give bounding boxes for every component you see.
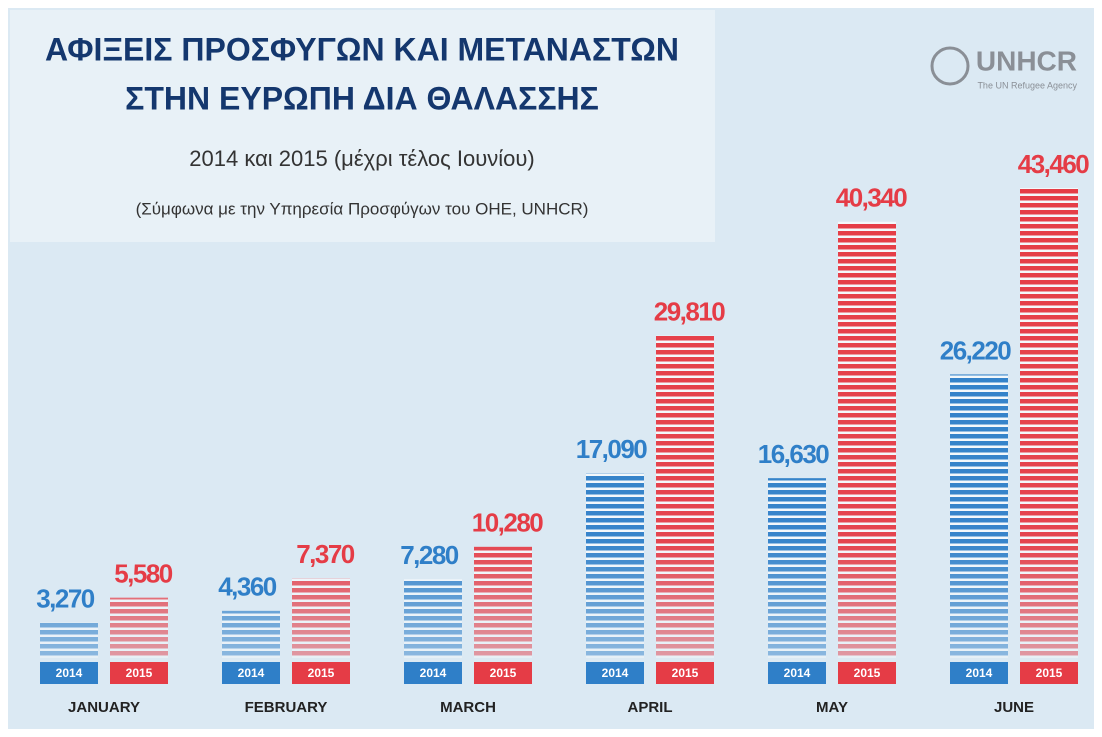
bar (222, 610, 280, 658)
subtitle: 2014 και 2015 (μέχρι τέλος Ιουνίου) (189, 146, 534, 171)
legend-label: 2015 (308, 666, 335, 680)
bar (950, 374, 1008, 658)
bar (838, 221, 896, 658)
chart-title: ΑΦΙΞΕΙΣ ΠΡΟΣΦΥΓΩΝ ΚΑΙ ΜΕΤΑΝΑΣΤΩΝ (45, 31, 679, 67)
title-box (10, 10, 715, 242)
value-label: 29,810 (654, 296, 726, 326)
legend-label: 2015 (1036, 666, 1063, 680)
legend-label: 2014 (602, 666, 629, 680)
legend-label: 2014 (784, 666, 811, 680)
bar (768, 478, 826, 658)
year-box (838, 662, 896, 684)
year-box (110, 662, 168, 684)
year-box (586, 662, 644, 684)
bar (404, 579, 462, 658)
year-box (768, 662, 826, 684)
value-label: 7,370 (296, 539, 355, 569)
year-box (292, 662, 350, 684)
x-tick-label: JUNE (994, 699, 1034, 716)
bar (292, 578, 350, 658)
value-label: 43,460 (1018, 149, 1090, 179)
logo-tagline: The UN Refugee Agency (977, 80, 1077, 90)
source-note: (Σύμφωνα με την Υπηρεσία Προσφύγων του Ο… (136, 199, 589, 218)
value-label: 26,220 (940, 335, 1012, 365)
year-box (656, 662, 714, 684)
x-tick-label: MARCH (440, 699, 496, 716)
year-box (1020, 662, 1078, 684)
value-label: 4,360 (218, 572, 277, 602)
legend-label: 2014 (56, 666, 83, 680)
chart-title: ΣΤΗΝ ΕΥΡΩΠΗ ΔΙΑ ΘΑΛΑΣΣΗΣ (125, 80, 599, 116)
value-label: 7,280 (400, 540, 459, 570)
legend-label: 2015 (490, 666, 517, 680)
value-label: 10,280 (472, 508, 544, 538)
year-box (474, 662, 532, 684)
legend-label: 2015 (126, 666, 153, 680)
value-label: 16,630 (758, 439, 830, 469)
value-label: 17,090 (576, 434, 648, 464)
bar (474, 546, 532, 658)
legend-label: 2015 (854, 666, 881, 680)
x-tick-label: APRIL (628, 699, 673, 716)
legend-label: 2015 (672, 666, 699, 680)
bar (586, 473, 644, 658)
legend-label: 2014 (420, 666, 447, 680)
year-box (40, 662, 98, 684)
value-label: 3,270 (36, 584, 95, 614)
value-label: 40,340 (836, 183, 908, 213)
legend-label: 2014 (966, 666, 993, 680)
bar (656, 335, 714, 658)
bar (40, 622, 98, 658)
value-label: 5,580 (114, 559, 173, 589)
x-tick-label: FEBRUARY (245, 699, 328, 716)
logo-name: UNHCR (976, 45, 1077, 76)
legend-label: 2014 (238, 666, 265, 680)
year-box (950, 662, 1008, 684)
bar (1020, 188, 1078, 658)
x-tick-label: MAY (816, 699, 848, 716)
logo-icon (930, 46, 970, 86)
x-tick-label: JANUARY (68, 699, 140, 716)
year-box (404, 662, 462, 684)
bar (110, 597, 168, 658)
year-box (222, 662, 280, 684)
